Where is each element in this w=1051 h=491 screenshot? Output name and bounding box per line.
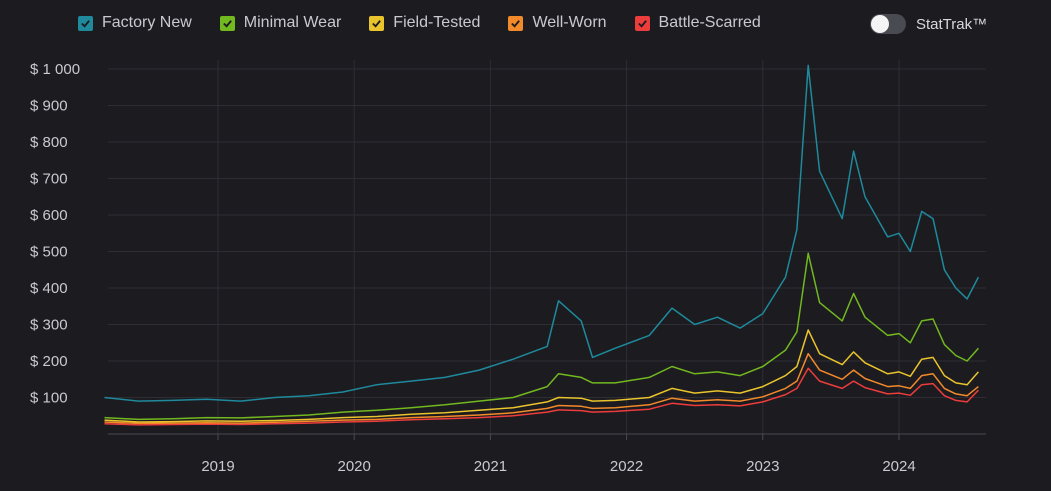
x-tick-label: 2024 [882,458,915,475]
x-tick-label: 2019 [201,458,234,475]
y-tick-label: $ 700 [30,171,68,188]
y-tick-label: $ 800 [30,134,68,151]
legend-label: Minimal Wear [243,14,342,31]
checkbox-icon[interactable] [219,15,235,31]
y-tick-label: $ 200 [30,353,68,370]
x-tick-label: 2023 [746,458,779,475]
grid-lines [108,60,986,434]
legend-item-battle-scarred[interactable]: Battle-Scarred [634,14,761,32]
series-line-factory-new [104,64,980,402]
y-tick-label: $ 600 [30,207,68,224]
y-tick-label: $ 100 [30,390,68,407]
x-tick-label: 2021 [474,458,507,475]
legend-label: Battle-Scarred [658,14,761,31]
series-line-battle-scarred [104,367,979,426]
series-line-minimal-wear [104,252,979,421]
y-tick-label: $ 1 000 [30,61,80,78]
x-axis-ticks: 2019 2020 2021 2022 2023 2024 [108,433,986,475]
x-tick-label: 2022 [610,458,643,475]
legend-item-factory-new[interactable]: Factory New [78,14,192,32]
series-lines [104,64,980,426]
legend-item-minimal-wear[interactable]: Minimal Wear [219,14,342,32]
legend-label: Factory New [102,14,192,31]
series-line-field-tested [104,329,979,423]
x-tick-label: 2020 [338,458,371,475]
legend-item-field-tested[interactable]: Field-Tested [369,14,480,32]
stattrak-label: StatTrak™ [916,15,988,33]
y-axis-ticks: $ 100 $ 200 $ 300 $ 400 $ 500 $ 600 $ 700 $ 800… [30,61,80,407]
toggle-knob [871,15,889,33]
series-line-well-worn [104,352,979,425]
checkbox-icon[interactable] [78,15,93,31]
checkbox-icon[interactable] [369,15,385,31]
y-tick-label: $ 500 [30,244,68,261]
y-tick-label: $ 300 [30,317,68,334]
stattrak-toggle[interactable]: StatTrak™ [870,14,987,34]
checkbox-icon[interactable] [508,15,524,31]
legend-item-well-worn[interactable]: Well-Worn [508,14,607,32]
checkbox-icon[interactable] [634,15,650,31]
legend-label: Well-Worn [532,14,607,31]
y-tick-label: $ 400 [30,280,68,297]
chart-legend: Factory New Minimal Wear Field-Tested We… [78,14,789,32]
y-tick-label: $ 900 [30,98,68,115]
legend-label: Field-Tested [393,14,481,31]
toggle-switch[interactable] [870,14,906,34]
